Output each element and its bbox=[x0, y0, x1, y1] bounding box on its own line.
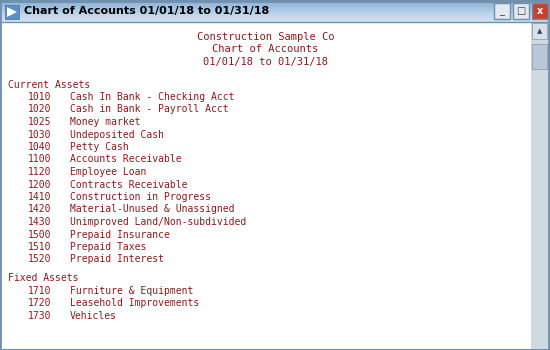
Text: Vehicles: Vehicles bbox=[70, 311, 117, 321]
Text: 1040: 1040 bbox=[28, 142, 52, 152]
Text: Unimproved Land/Non-subdivided: Unimproved Land/Non-subdivided bbox=[70, 217, 246, 227]
Text: □: □ bbox=[516, 6, 526, 16]
Text: 1500: 1500 bbox=[28, 230, 52, 239]
Text: 1120: 1120 bbox=[28, 167, 52, 177]
Text: 1010: 1010 bbox=[28, 92, 52, 102]
Text: Contracts Receivable: Contracts Receivable bbox=[70, 180, 188, 189]
Text: 1020: 1020 bbox=[28, 105, 52, 114]
Bar bbox=[532, 44, 547, 69]
Text: 1200: 1200 bbox=[28, 180, 52, 189]
Text: Prepaid Taxes: Prepaid Taxes bbox=[70, 242, 146, 252]
Text: 1730: 1730 bbox=[28, 311, 52, 321]
Text: Construction in Progress: Construction in Progress bbox=[70, 192, 211, 202]
Bar bbox=[513, 3, 529, 19]
Text: 1510: 1510 bbox=[28, 242, 52, 252]
Text: Current Assets: Current Assets bbox=[8, 79, 90, 90]
Text: Fixed Assets: Fixed Assets bbox=[8, 273, 79, 283]
Bar bbox=[494, 3, 510, 19]
Text: x: x bbox=[537, 6, 543, 16]
Text: 1520: 1520 bbox=[28, 254, 52, 265]
Text: Cash in Bank - Payroll Acct: Cash in Bank - Payroll Acct bbox=[70, 105, 229, 114]
Text: Chart of Accounts: Chart of Accounts bbox=[212, 44, 318, 55]
Text: 1100: 1100 bbox=[28, 154, 52, 164]
Text: Leasehold Improvements: Leasehold Improvements bbox=[70, 298, 199, 308]
Text: ▲: ▲ bbox=[537, 28, 542, 34]
Text: 1420: 1420 bbox=[28, 204, 52, 215]
Text: Prepaid Interest: Prepaid Interest bbox=[70, 254, 164, 265]
Bar bbox=[5, 5, 19, 19]
Text: 1720: 1720 bbox=[28, 298, 52, 308]
Text: 1025: 1025 bbox=[28, 117, 52, 127]
Polygon shape bbox=[7, 7, 17, 17]
Text: Chart of Accounts 01/01/18 to 01/31/18: Chart of Accounts 01/01/18 to 01/31/18 bbox=[24, 6, 270, 16]
Text: Construction Sample Co: Construction Sample Co bbox=[197, 32, 334, 42]
Text: Prepaid Insurance: Prepaid Insurance bbox=[70, 230, 170, 239]
Text: Accounts Receivable: Accounts Receivable bbox=[70, 154, 182, 164]
Text: Cash In Bank - Checking Acct: Cash In Bank - Checking Acct bbox=[70, 92, 234, 102]
Text: _: _ bbox=[499, 6, 504, 16]
Bar bbox=[532, 23, 547, 39]
Text: 01/01/18 to 01/31/18: 01/01/18 to 01/31/18 bbox=[203, 57, 328, 67]
Text: 1030: 1030 bbox=[28, 130, 52, 140]
Text: 1710: 1710 bbox=[28, 286, 52, 296]
Text: 1410: 1410 bbox=[28, 192, 52, 202]
Bar bbox=[531, 23, 548, 349]
Text: Money market: Money market bbox=[70, 117, 140, 127]
Bar bbox=[532, 3, 548, 19]
Text: Furniture & Equipment: Furniture & Equipment bbox=[70, 286, 194, 296]
Text: 1430: 1430 bbox=[28, 217, 52, 227]
Text: Material-Unused & Unassigned: Material-Unused & Unassigned bbox=[70, 204, 234, 215]
Text: Petty Cash: Petty Cash bbox=[70, 142, 129, 152]
Text: Undeposited Cash: Undeposited Cash bbox=[70, 130, 164, 140]
Bar bbox=[1, 1, 549, 22]
Text: Employee Loan: Employee Loan bbox=[70, 167, 146, 177]
